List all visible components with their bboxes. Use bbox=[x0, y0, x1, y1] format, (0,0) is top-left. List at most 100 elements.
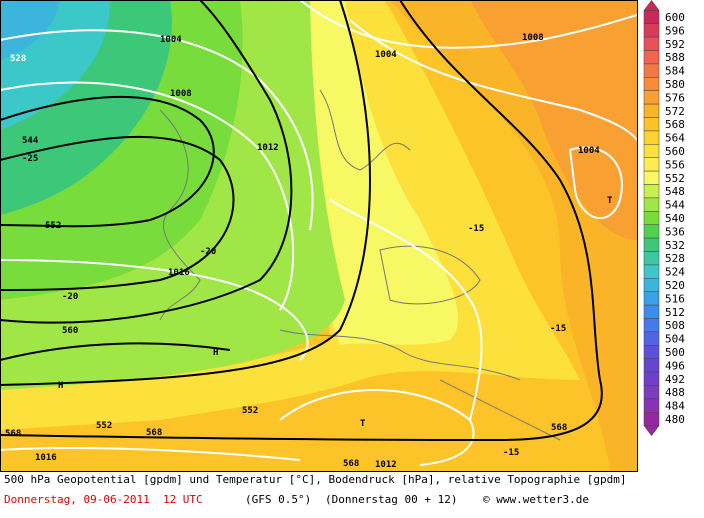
footer-model: (GFS 0.5°) bbox=[245, 493, 311, 506]
colorbar-label: 504 bbox=[665, 333, 685, 346]
colorbar-swatch bbox=[643, 398, 660, 413]
footer: 500 hPa Geopotential [gpdm] und Temperat… bbox=[4, 473, 627, 506]
contour-label: 1012 bbox=[375, 460, 397, 470]
colorbar: 6005965925885845805765725685645605565525… bbox=[643, 0, 685, 437]
colorbar-label: 520 bbox=[665, 279, 685, 292]
colorbar-swatch bbox=[643, 237, 660, 252]
contour-label: 1016 bbox=[35, 453, 57, 463]
footer-title: 500 hPa Geopotential [gpdm] und Temperat… bbox=[4, 473, 627, 486]
colorbar-label: 556 bbox=[665, 158, 685, 171]
colorbar-label: 528 bbox=[665, 252, 685, 265]
colorbar-arrow-bottom bbox=[643, 425, 660, 437]
colorbar-label: 536 bbox=[665, 225, 685, 238]
colorbar-swatch bbox=[643, 318, 660, 333]
contour-label: 568 bbox=[551, 423, 567, 433]
contour-label: 560 bbox=[62, 326, 78, 336]
colorbar-label: 496 bbox=[665, 359, 685, 372]
contour-label: 528 bbox=[10, 54, 26, 64]
contour-label: -25 bbox=[22, 154, 38, 164]
colorbar-swatch bbox=[643, 157, 660, 172]
colorbar-swatch bbox=[643, 385, 660, 400]
colorbar-swatch bbox=[643, 358, 660, 373]
colorbar-swatch bbox=[643, 251, 660, 266]
contour-label: T bbox=[607, 196, 613, 206]
contour-label: 568 bbox=[5, 429, 21, 439]
colorbar-label: 584 bbox=[665, 65, 685, 78]
colorbar-label: 484 bbox=[665, 400, 685, 413]
colorbar-label: 576 bbox=[665, 91, 685, 104]
colorbar-swatch bbox=[643, 103, 660, 118]
contour-label: H bbox=[58, 381, 63, 391]
colorbar-swatch bbox=[643, 412, 660, 426]
colorbar-label: 564 bbox=[665, 132, 685, 145]
colorbar-label: 500 bbox=[665, 346, 685, 359]
colorbar-swatch bbox=[643, 130, 660, 145]
contour-label: -20 bbox=[62, 292, 78, 302]
colorbar-label: 532 bbox=[665, 239, 685, 252]
colorbar-swatch bbox=[643, 291, 660, 306]
colorbar-swatch bbox=[643, 170, 660, 185]
contour-label: T bbox=[360, 419, 366, 429]
colorbar-label: 580 bbox=[665, 78, 685, 91]
field-576 bbox=[470, 0, 637, 240]
contour-label: 1008 bbox=[522, 33, 544, 43]
colorbar-arrow-top bbox=[643, 0, 660, 11]
colorbar-label: 540 bbox=[665, 212, 685, 225]
colorbar-label: 560 bbox=[665, 145, 685, 158]
colorbar-swatch bbox=[643, 90, 660, 105]
contour-label: 568 bbox=[146, 428, 162, 438]
contour-label: 552 bbox=[96, 421, 112, 431]
contour-label: 568 bbox=[343, 459, 359, 469]
colorbar-label: 596 bbox=[665, 24, 685, 37]
contour-label: 1004 bbox=[375, 50, 397, 60]
colorbar-swatch bbox=[643, 331, 660, 346]
colorbar-swatch bbox=[643, 50, 660, 65]
contour-label: 552 bbox=[45, 221, 61, 231]
colorbar-swatch bbox=[643, 63, 660, 78]
contour-label: -15 bbox=[503, 448, 519, 458]
footer-copyright: © www.wetter3.de bbox=[483, 493, 589, 506]
colorbar-swatch bbox=[643, 36, 660, 51]
colorbar-swatch bbox=[643, 197, 660, 212]
contour-label: 1008 bbox=[170, 89, 192, 99]
colorbar-label: 588 bbox=[665, 51, 685, 64]
colorbar-swatch bbox=[643, 144, 660, 158]
map bbox=[0, 0, 638, 471]
colorbar-label: 552 bbox=[665, 172, 685, 185]
colorbar-swatch bbox=[643, 184, 660, 199]
footer-date: Donnerstag, 09-06-2011 12 UTC bbox=[4, 493, 203, 506]
colorbar-label: 512 bbox=[665, 306, 685, 319]
contour-label: 544 bbox=[22, 136, 39, 146]
colorbar-swatch bbox=[643, 23, 660, 38]
colorbar-label: 548 bbox=[665, 185, 685, 198]
colorbar-swatch bbox=[643, 264, 660, 279]
footer-run: (Donnerstag 00 + 12) bbox=[325, 493, 457, 506]
colorbar-swatch bbox=[643, 304, 660, 319]
contour-label: 1004 bbox=[578, 146, 600, 156]
contour-label: H bbox=[213, 348, 218, 358]
field-552 bbox=[300, 0, 459, 345]
colorbar-label: 492 bbox=[665, 373, 685, 386]
contour-label: 552 bbox=[242, 406, 258, 416]
contour-label: -15 bbox=[468, 224, 484, 234]
colorbar-label: 572 bbox=[665, 105, 685, 118]
colorbar-swatch bbox=[643, 77, 660, 91]
colorbar-label: 480 bbox=[665, 413, 685, 426]
colorbar-swatch bbox=[643, 278, 660, 292]
colorbar-swatch bbox=[643, 10, 660, 24]
colorbar-label: 600 bbox=[665, 11, 685, 24]
colorbar-label: 592 bbox=[665, 38, 685, 51]
colorbar-label: 508 bbox=[665, 319, 685, 332]
colorbar-label: 524 bbox=[665, 266, 685, 279]
contour-label: -15 bbox=[550, 324, 566, 334]
contour-label: 1004 bbox=[160, 35, 182, 45]
coastlines bbox=[159, 89, 561, 441]
colorbar-swatch bbox=[643, 371, 660, 386]
map-labels: 1004 1004 1008 1008 1012 1004 528 544 -25 552 -20 -… bbox=[5, 33, 613, 470]
colorbar-swatch bbox=[643, 117, 660, 132]
colorbar-label: 568 bbox=[665, 118, 685, 131]
geopotential-lines bbox=[0, 0, 603, 442]
contour-label: 1016 bbox=[168, 268, 190, 278]
colorbar-label: 488 bbox=[665, 386, 685, 399]
